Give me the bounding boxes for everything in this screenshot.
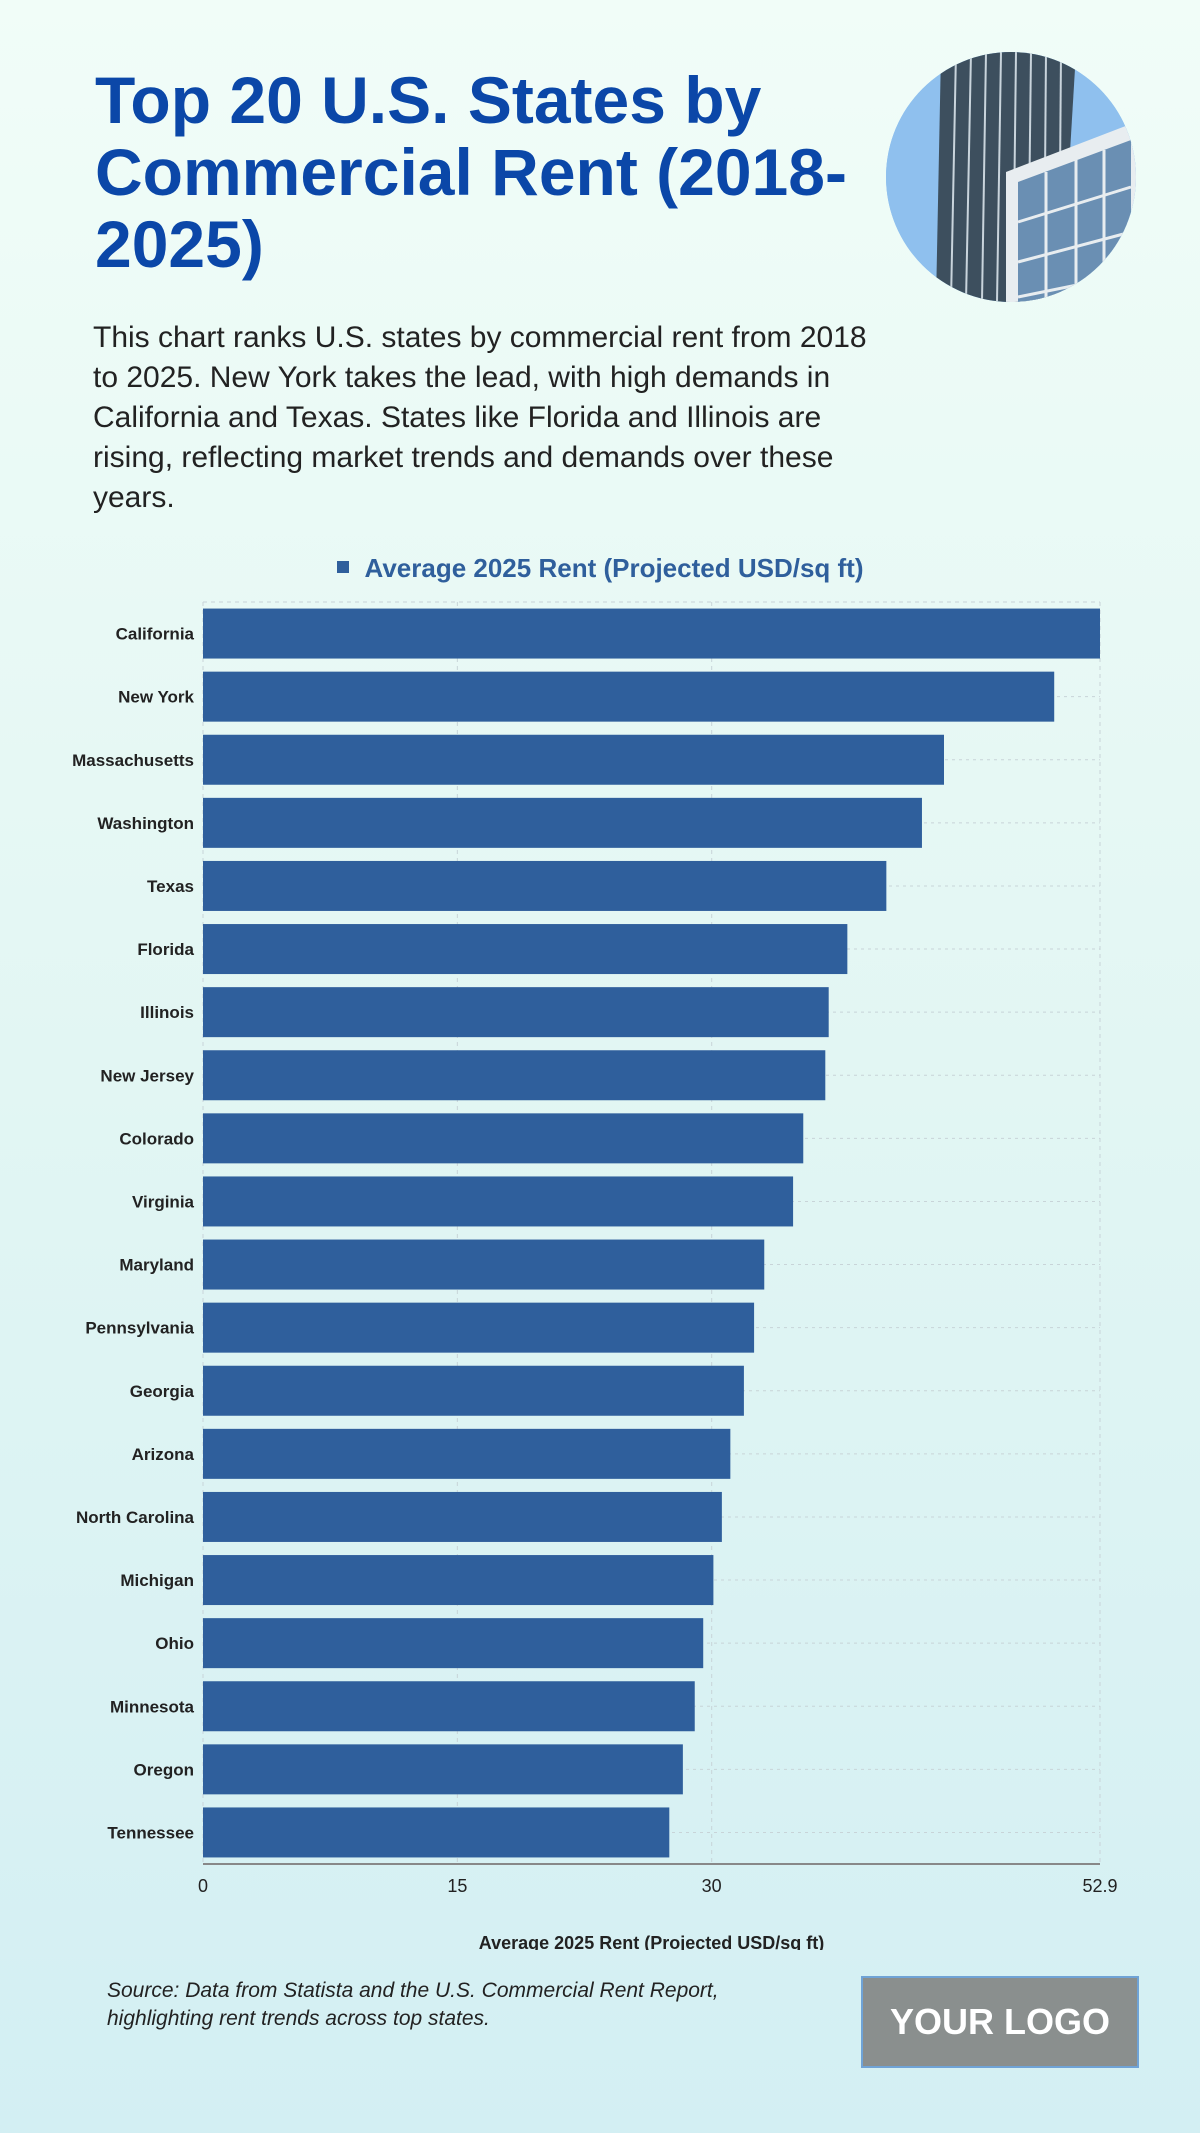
y-tick-label: Texas [147, 877, 194, 896]
bar [203, 1302, 755, 1353]
bar [203, 734, 944, 785]
bar [203, 1618, 704, 1669]
legend-swatch [336, 561, 349, 574]
bar [203, 797, 922, 848]
y-tick-label: Michigan [120, 1571, 194, 1590]
y-tick-label: New York [118, 688, 194, 707]
y-tick-label: Oregon [134, 1760, 194, 1779]
chart-legend: Average 2025 Rent (Projected USD/sq ft) [0, 553, 1200, 584]
y-tick-label: Georgia [130, 1382, 195, 1401]
source-note: Source: Data from Statista and the U.S. … [107, 1979, 719, 2030]
legend-label: Average 2025 Rent (Projected USD/sq ft) [364, 553, 864, 583]
y-tick-label: California [116, 625, 195, 644]
bar [203, 608, 1100, 659]
y-tick-label: Minnesota [110, 1697, 195, 1716]
bar [203, 860, 887, 911]
bar [203, 671, 1055, 722]
bar [203, 1555, 714, 1606]
y-tick-label: Ohio [155, 1634, 194, 1653]
bar [203, 1113, 804, 1164]
y-tick-label: Illinois [140, 1003, 194, 1022]
y-tick-label: Washington [97, 814, 194, 833]
y-tick-label: Florida [137, 940, 194, 959]
logo-placeholder: YOUR LOGO [861, 1976, 1139, 2068]
y-tick-label: Arizona [132, 1445, 195, 1464]
bar [203, 1428, 731, 1479]
y-tick-label: New Jersey [100, 1066, 194, 1085]
bar [203, 924, 848, 975]
bar [203, 1176, 794, 1227]
x-axis-label: Average 2025 Rent (Projected USD/sq ft) [479, 1933, 824, 1950]
page-title: Top 20 U.S. States by Commercial Rent (2… [95, 63, 847, 281]
building-photo [886, 52, 1136, 302]
y-tick-label: Pennsylvania [85, 1319, 194, 1338]
y-tick-label: Colorado [119, 1129, 194, 1148]
y-tick-label: Massachusetts [72, 751, 194, 770]
bar [203, 1239, 765, 1290]
bar [203, 987, 829, 1038]
bar [203, 1807, 670, 1858]
bar [203, 1744, 683, 1795]
x-tick-label: 0 [198, 1876, 208, 1896]
x-tick-label: 52.9 [1082, 1876, 1117, 1896]
x-tick-label: 15 [447, 1876, 467, 1896]
y-tick-label: Tennessee [107, 1823, 194, 1842]
bar [203, 1050, 826, 1101]
chart-description: This chart ranks U.S. states by commerci… [93, 321, 867, 514]
x-tick-label: 30 [702, 1876, 722, 1896]
bar [203, 1491, 722, 1542]
y-tick-label: Maryland [119, 1256, 194, 1275]
y-tick-label: Virginia [132, 1192, 195, 1211]
bar [203, 1365, 744, 1416]
bar [203, 1681, 695, 1732]
y-tick-label: North Carolina [76, 1508, 195, 1527]
bar-chart: 0 15 30 52.9 California New York Massachusetts… [72, 601, 1118, 1950]
